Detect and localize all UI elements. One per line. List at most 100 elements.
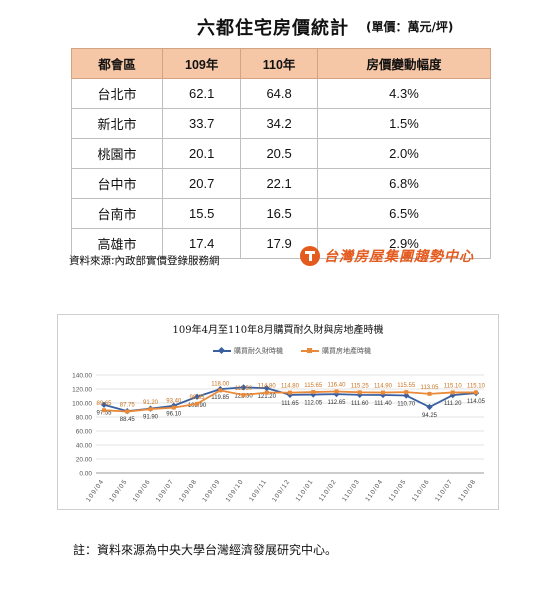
legend-label-realestate: 購買房地產時機 (322, 347, 371, 355)
cell-change: 6.5% (316, 198, 492, 229)
data-source: 資料來源:內政部實價登錄服務網 (69, 255, 220, 267)
data-label-durable: 112.05 (304, 401, 323, 407)
brand-mark-icon (300, 246, 320, 266)
data-point-realestate (311, 390, 316, 395)
y-tick-label: 20.00 (76, 457, 93, 464)
data-label-realestate: 115.10 (467, 383, 486, 389)
data-point-realestate (102, 408, 106, 413)
data-label-durable: 111.60 (351, 401, 369, 407)
x-tick-label: 110/04 (364, 478, 384, 503)
y-tick-label: 40.00 (76, 443, 93, 450)
unit-label: (單價：萬元/坪) (366, 20, 454, 34)
cell-city: 高雄市 (70, 228, 164, 259)
y-tick-label: 140.00 (72, 373, 92, 380)
data-label-realestate: 89.65 (96, 401, 112, 407)
x-tick-label: 110/03 (341, 478, 361, 503)
x-tick-label: 110/01 (295, 478, 315, 503)
data-label-durable: 119.85 (211, 395, 230, 401)
cell-109: 17.4 (162, 228, 242, 259)
legend-orange-marker-icon (301, 348, 319, 353)
table-row: 台北市 62.1 64.8 4.3% (70, 78, 492, 109)
data-label-realestate: 114.90 (374, 384, 393, 390)
x-tick-label: 109/04 (85, 478, 106, 503)
table-row: 新北市 33.7 34.2 1.5% (70, 108, 492, 139)
x-tick-label: 109/07 (155, 478, 176, 503)
chart-legend: 購買耐久財時機 購買房地產時機 (213, 346, 371, 356)
data-point-realestate (125, 409, 130, 414)
data-point-realestate (264, 390, 269, 395)
x-tick-label: 109/09 (201, 478, 222, 503)
cell-change: 2.0% (316, 138, 492, 169)
brand-name: 台灣房屋集團趨勢中心 (324, 249, 474, 265)
data-label-durable: 97.55 (96, 411, 112, 417)
data-label-durable: 91.90 (143, 415, 159, 421)
y-tick-label: 60.00 (76, 429, 93, 436)
x-tick-label: 110/02 (318, 478, 338, 503)
page-title: 六都住宅房價統計 (197, 18, 349, 39)
data-label-realestate: 115.25 (351, 383, 370, 389)
data-point-realestate (474, 390, 478, 395)
cell-109: 20.7 (162, 168, 242, 199)
cell-109: 15.5 (162, 198, 242, 229)
data-label-realestate: 116.40 (328, 383, 347, 389)
data-point-durable (263, 385, 270, 392)
data-point-durable (426, 403, 433, 411)
legend-blue-marker-icon (213, 350, 231, 352)
data-point-realestate (195, 401, 199, 406)
chart-panel: 109年4月至110年8月購買耐久財與房地產時機 購買耐久財時機 購買房地產時機… (57, 314, 499, 510)
cell-110: 20.5 (240, 138, 318, 169)
x-tick-label: 109/12 (271, 478, 292, 503)
cell-109: 33.7 (162, 108, 242, 139)
data-point-realestate (404, 390, 409, 395)
table-row: 桃園市 20.1 20.5 2.0% (70, 138, 492, 169)
cell-city: 桃園市 (70, 138, 164, 169)
x-tick-label: 110/06 (411, 478, 431, 503)
y-tick-label: 100.00 (72, 401, 92, 408)
data-label-durable: 110.70 (397, 402, 416, 408)
line-chart: 0.00 20.00 40.00 60.00 80.00 100.00 120.00 140.… (72, 373, 486, 504)
chart-title: 109年4月至110年8月購買耐久財與房地產時機 (172, 325, 384, 336)
data-label-durable: 111.20 (444, 401, 462, 407)
cell-109: 20.1 (162, 138, 242, 169)
cell-110: 22.1 (240, 168, 318, 199)
x-tick-label: 110/05 (388, 478, 408, 503)
footnote: 註：資料來源為中央大學台灣經濟發展研究中心。 (73, 543, 338, 557)
table-row: 台南市 15.5 16.5 6.5% (70, 198, 492, 229)
data-label-realestate: 114.80 (281, 384, 300, 390)
cell-110: 64.8 (240, 78, 318, 109)
x-tick-label: 109/08 (178, 478, 199, 503)
data-point-realestate (241, 392, 246, 397)
data-label-durable: 114.05 (467, 399, 486, 405)
brand-logo: 台灣房屋集團趨勢中心 (300, 246, 474, 266)
table-header-row: 都會區 109年 110年 房價變動幅度 (70, 48, 492, 79)
x-tick-label: 109/05 (108, 478, 129, 503)
cell-109: 62.1 (162, 78, 242, 109)
x-tick-label: 109/06 (132, 478, 153, 503)
y-tick-label: 0.00 (79, 471, 92, 478)
cell-city: 台中市 (70, 168, 164, 199)
data-label-realestate: 111.50 (235, 386, 253, 392)
legend-item-realestate: 購買房地產時機 (301, 346, 371, 356)
data-point-realestate (427, 391, 432, 396)
data-label-durable: 111.40 (374, 401, 392, 407)
data-label-realestate: 113.05 (421, 385, 440, 391)
cell-110: 34.2 (240, 108, 318, 139)
data-point-realestate (334, 389, 339, 394)
header-city: 都會區 (70, 48, 164, 79)
cell-change: 2.9% (316, 228, 492, 259)
data-label-realestate: 98.85 (189, 395, 205, 401)
data-point-realestate (450, 390, 455, 395)
data-point-realestate (148, 407, 153, 412)
data-label-realestate: 114.80 (258, 384, 277, 390)
cell-city: 台北市 (70, 78, 164, 109)
data-label-durable: 96.10 (166, 412, 182, 418)
data-point-realestate (357, 390, 362, 395)
table-row: 高雄市 17.4 17.9 2.9% (70, 228, 492, 259)
data-label-durable: 112.65 (328, 400, 347, 406)
header-change: 房價變動幅度 (316, 48, 492, 79)
data-label-durable: 121.20 (258, 394, 277, 400)
cell-change: 4.3% (316, 78, 492, 109)
cell-city: 台南市 (70, 198, 164, 229)
data-label-durable: 111.65 (281, 401, 299, 407)
y-tick-label: 120.00 (72, 387, 92, 394)
